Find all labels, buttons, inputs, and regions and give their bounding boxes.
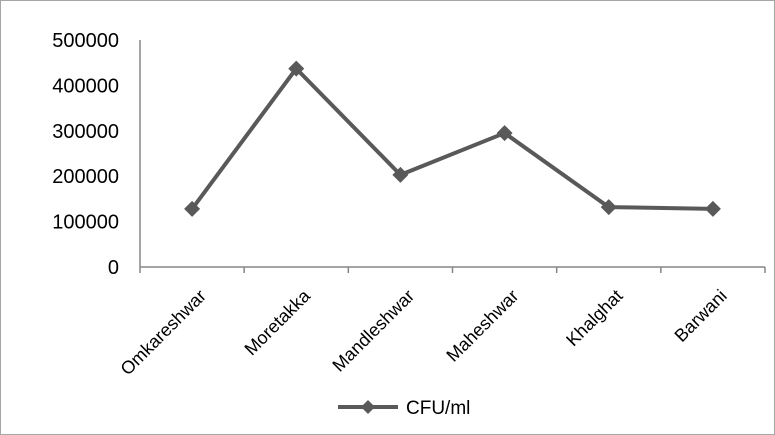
data-point (704, 200, 721, 217)
data-point (496, 125, 513, 142)
y-tick-label: 500000 (52, 30, 119, 52)
data-point (184, 200, 201, 217)
y-tick-label: 0 (108, 257, 119, 279)
legend-marker (361, 400, 375, 414)
x-category-label: Omkareshwar (117, 286, 210, 379)
series-line (190, 66, 713, 211)
x-category-label: Moretakka (241, 285, 315, 359)
x-category-label: Barwani (671, 286, 731, 346)
legend-label: CFU/ml (406, 398, 470, 419)
y-tick-label: 100000 (52, 212, 119, 234)
y-tick-labels: 0 100000 200000 300000 400000 500000 (52, 30, 119, 279)
x-category-labels: Omkareshwar Moretakka Mandleshwar Maheshwar… (117, 285, 731, 379)
y-tick-label: 400000 (52, 75, 119, 97)
legend: CFU/ml (338, 398, 470, 419)
y-tick-label: 200000 (52, 166, 119, 188)
x-tick-marks (139, 267, 766, 273)
series-group (184, 60, 721, 217)
x-category-label: Khalghat (562, 286, 626, 350)
data-point (288, 60, 305, 77)
data-point (392, 166, 409, 183)
x-category-label: Mandleshwar (328, 286, 418, 376)
x-category-label: Maheshwar (442, 286, 522, 366)
data-point (600, 199, 617, 216)
y-tick-label: 300000 (52, 121, 119, 143)
